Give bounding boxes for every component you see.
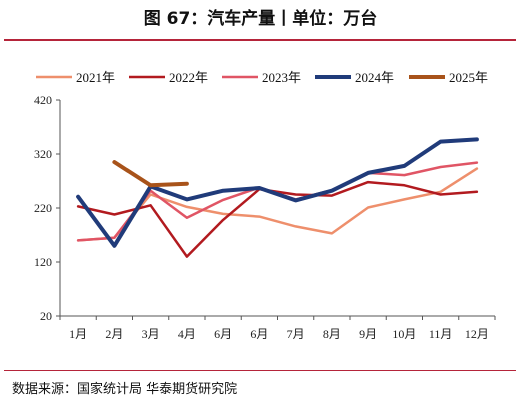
legend-label: 2022年 [169,70,208,85]
series-line-4 [76,137,479,248]
y-tick-label: 420 [34,93,52,107]
y-tick-label: 220 [34,201,52,215]
title-underline [4,39,516,41]
chart-title: 图 67：汽车产量丨单位：万台 [143,9,378,29]
x-tick-label: 8月 [323,327,341,341]
x-tick-label: 1月 [69,327,87,341]
legend-label: 2021年 [76,70,115,85]
series-line-1 [76,167,479,242]
series-line-3 [76,161,479,242]
legend-label: 2025年 [449,70,488,85]
footer-rule [4,370,516,371]
legend-label: 2023年 [262,70,301,85]
x-tick-label: 10月 [392,327,416,341]
line-chart: 20 120 220 320 420 1月 2月 3月 4月 6月 6月 7月 8月 9月 10月 11月 12… [34,70,496,341]
y-tick-label: 120 [34,255,52,269]
y-tick-label: 20 [40,309,52,323]
x-tick-label: 12月 [465,327,489,341]
y-tick-label: 320 [34,147,52,161]
x-tick-label: 2月 [105,327,123,341]
data-source-note: 数据来源：国家统计局 华泰期货研究院 [12,382,238,397]
x-tick-label: 6月 [250,327,268,341]
legend-label: 2024年 [355,70,394,85]
x-tick-label: 9月 [359,327,377,341]
x-tick-label: 6月 [214,327,232,341]
x-tick-label: 7月 [287,327,305,341]
x-tick-label: 4月 [178,327,196,341]
x-tick-label: 3月 [142,327,160,341]
series-line-2 [76,180,479,258]
x-tick-label: 11月 [429,327,453,341]
series-line-5 [112,160,189,188]
